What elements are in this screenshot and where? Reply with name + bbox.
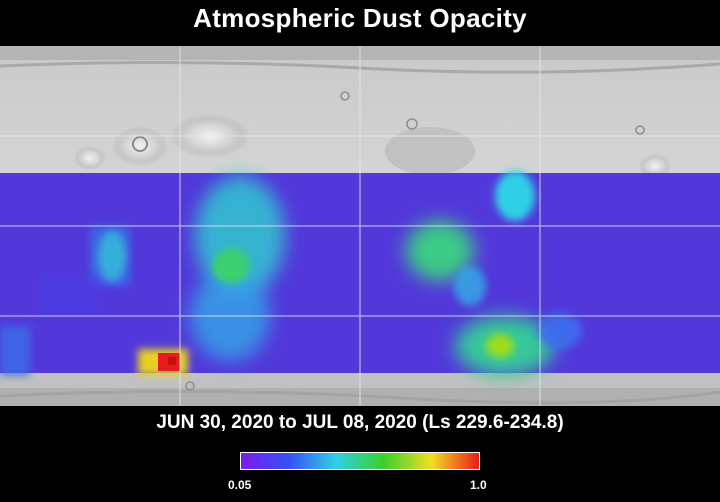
highland-feature [385,127,475,175]
dust-peak-core [168,357,176,365]
crater [185,381,195,391]
dust-feature [538,313,582,349]
volcano-feature [74,146,106,170]
dust-feature [486,334,514,358]
colorbar-max-label: 1.0 [470,478,487,492]
dust-feature [406,221,474,281]
crater [340,91,350,101]
terrain-ridge [0,389,720,405]
dust-patch [40,276,100,316]
date-range: JUN 30, 2020 to JUL 08, 2020 (Ls 229.6-2… [156,412,564,433]
opacity-colorbar [240,452,480,470]
dust-feature [495,171,535,221]
volcano-caldera [132,136,148,152]
volcano-feature [112,126,168,166]
dust-feature [215,258,235,278]
dust-feature [454,266,486,306]
graticule [0,46,720,406]
volcano-feature [639,154,671,178]
dust-patch [0,326,30,376]
dust-opacity-map [0,46,720,406]
crater [406,118,418,130]
map-svg [0,46,720,406]
page-title: Atmospheric Dust Opacity [193,3,527,33]
crater [635,125,645,135]
dust-feature [98,231,126,281]
colorbar-min-label: 0.05 [228,478,252,492]
